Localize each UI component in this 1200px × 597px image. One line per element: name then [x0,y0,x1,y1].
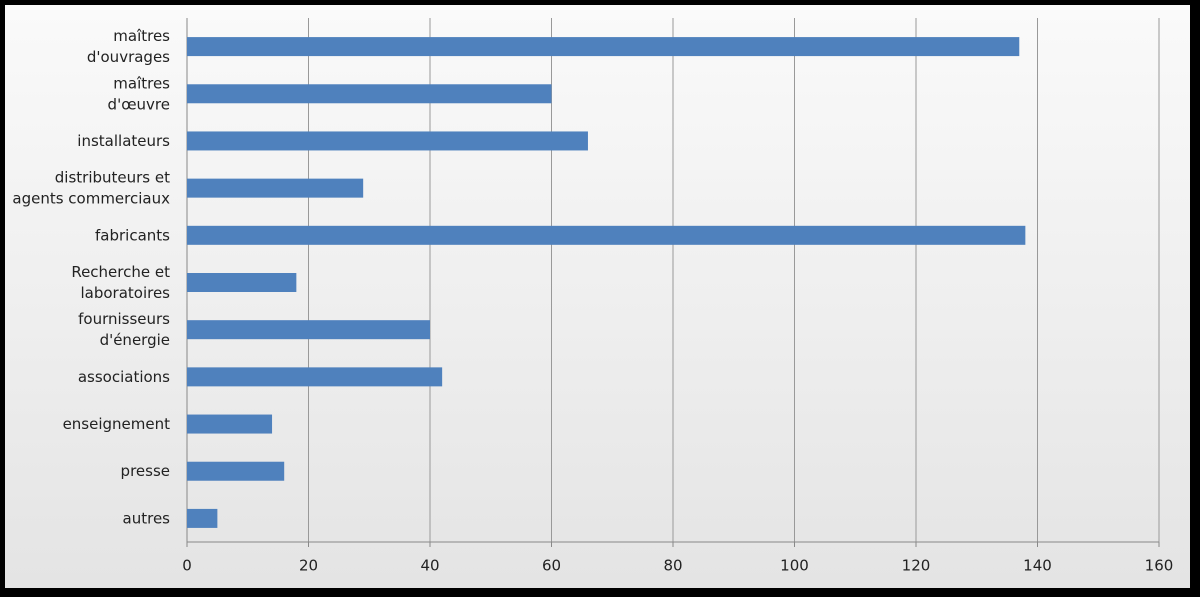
bar [187,37,1020,57]
x-tick-label: 120 [902,557,931,575]
x-tick-label: 0 [182,557,192,575]
y-tick-label-line: installateurs [77,131,170,149]
y-tick-label-line: fournisseurs [78,310,170,328]
bar [187,461,285,481]
y-tick-label-line: autres [123,509,171,527]
y-tick-label: fabricants [95,226,170,244]
bar [187,273,297,292]
y-tick-label-line: agents commerciaux [12,189,170,207]
y-tick-label: maîtres d'ouvrages [87,27,170,66]
y-tick-label-line: maîtres [113,74,170,92]
y-tick-label: distributeurs et agents commerciaux [12,168,170,207]
y-tick-label-line: d'œuvre [108,95,170,113]
y-tick-label-line: presse [121,462,170,480]
y-tick-label-line: d'énergie [100,331,170,349]
x-tick-label: 160 [1145,557,1174,575]
bar [187,84,552,104]
y-tick-label-line: laboratoires [80,284,170,302]
y-tick-label-line: d'ouvrages [87,48,170,66]
y-tick-label-line: maîtres [113,27,170,45]
x-tick-label: 40 [420,557,439,575]
y-tick-label-line: fabricants [95,226,170,244]
y-tick-label-line: distributeurs et [55,168,170,186]
y-tick-label: installateurs [77,131,170,149]
bar [187,131,588,151]
y-tick-label: maîtres d'œuvre [108,74,171,113]
y-tick-label: autres [123,509,171,527]
y-tick-label-line: Recherche et [71,263,170,281]
bar [187,320,430,340]
y-tick-label-line: associations [78,367,170,385]
x-tick-label: 60 [542,557,561,575]
x-tick-label: 80 [663,557,682,575]
y-tick-label-line: enseignement [63,415,171,433]
x-tick-label: 100 [780,557,809,575]
chart-panel [5,5,1190,588]
bar [187,178,364,198]
bar [187,414,273,434]
y-tick-label: enseignement [63,415,171,433]
y-tick-label: Recherche et laboratoires [71,263,170,302]
bar [187,225,1026,245]
bar [187,508,218,528]
x-tick-label: 140 [1023,557,1052,575]
y-tick-label: associations [78,367,170,385]
bar [187,367,443,387]
y-tick-label: fournisseurs d'énergie [78,310,170,349]
y-tick-label: presse [121,462,170,480]
x-tick-label: 20 [299,557,318,575]
